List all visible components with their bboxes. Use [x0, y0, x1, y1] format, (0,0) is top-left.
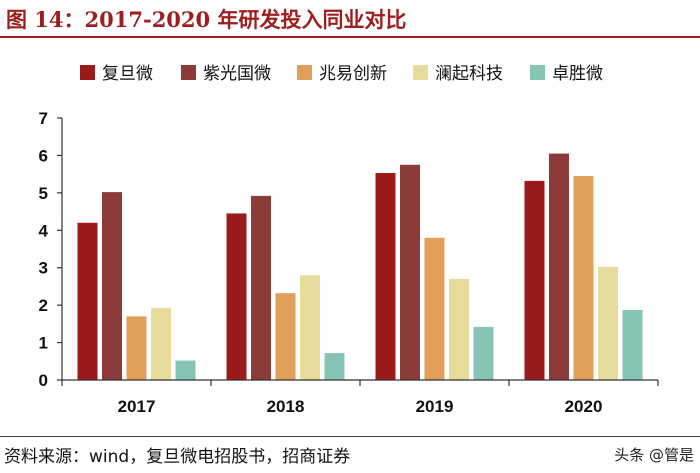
x-axis: 2017 2018 2019 2020: [61, 379, 659, 416]
legend: 复旦微 紫光国微 兆易创新 澜起科技 卓胜微: [80, 64, 603, 84]
legend-swatch: [413, 65, 428, 80]
bar: [424, 237, 445, 380]
legend-label: 澜起科技: [435, 64, 503, 84]
y-tick-label: 0: [39, 371, 48, 390]
bar: [300, 275, 320, 380]
source-note: 资料来源：wind，复旦微电招股书，招商证券: [4, 447, 351, 467]
y-axis: 0 1 2 3 4 5 6 7: [39, 109, 63, 390]
watermark: 头条 @管是: [614, 446, 694, 464]
y-tick-label: 7: [39, 109, 48, 128]
y-tick-label: 4: [39, 221, 49, 240]
bar: [275, 293, 296, 380]
legend-item: 卓胜微: [530, 64, 603, 84]
bar: [151, 308, 171, 380]
bar: [400, 164, 420, 380]
y-tick-label: 3: [39, 259, 48, 278]
legend-swatch: [80, 65, 95, 80]
y-tick-label: 6: [39, 146, 48, 165]
y-tick-label: 2: [39, 296, 48, 315]
legend-label: 复旦微: [102, 64, 153, 84]
bar: [77, 222, 98, 380]
y-tick-label: 5: [39, 184, 48, 203]
bar: [549, 153, 569, 380]
bar: [102, 192, 122, 380]
legend-swatch: [530, 65, 545, 80]
bar: [449, 278, 469, 380]
bar: [226, 213, 247, 380]
legend-item: 紫光国微: [181, 64, 271, 84]
legend-label: 紫光国微: [203, 64, 271, 84]
legend-swatch: [297, 65, 312, 80]
chart-title: 图 14：2017-2020 年研发投入同业对比: [6, 7, 407, 32]
bar: [324, 353, 345, 380]
bar: [524, 180, 545, 380]
legend-label: 兆易创新: [319, 64, 387, 84]
bar: [598, 266, 618, 380]
bar: [175, 360, 196, 380]
bar: [126, 316, 147, 380]
x-tick-label: 2019: [416, 397, 454, 416]
legend-swatch: [181, 65, 196, 80]
bars: [77, 153, 643, 380]
legend-item: 复旦微: [80, 64, 153, 84]
bar: [375, 173, 396, 380]
source-rule: [0, 436, 700, 437]
bar: [622, 310, 643, 380]
legend-item: 兆易创新: [297, 64, 387, 84]
x-tick-label: 2020: [565, 397, 603, 416]
bar: [573, 176, 594, 380]
y-tick-label: 1: [39, 334, 48, 353]
x-tick-label: 2017: [118, 397, 156, 416]
bar: [251, 195, 271, 380]
x-tick-label: 2018: [267, 397, 305, 416]
legend-item: 澜起科技: [413, 64, 503, 84]
bar: [473, 326, 494, 380]
title-bar: 图 14：2017-2020 年研发投入同业对比: [0, 0, 700, 38]
title-rule: [0, 36, 700, 38]
bar-chart: 复旦微 紫光国微 兆易创新 澜起科技 卓胜微 0 1 2 3 4 5 6 7 2017 2018 2019…: [39, 64, 659, 416]
legend-label: 卓胜微: [552, 64, 603, 84]
